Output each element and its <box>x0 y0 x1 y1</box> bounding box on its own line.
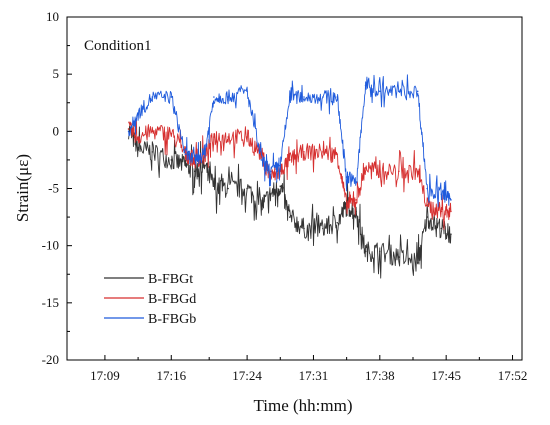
data-point <box>398 256 400 258</box>
data-point <box>379 250 381 253</box>
data-point <box>379 170 381 173</box>
data-point <box>398 90 400 93</box>
data-point <box>450 199 452 201</box>
data-point <box>137 147 139 150</box>
data-point <box>416 90 419 93</box>
x-tick-label: 17:45 <box>431 368 461 383</box>
data-point <box>303 227 305 230</box>
data-point <box>260 204 263 207</box>
data-point <box>303 96 305 98</box>
data-point <box>345 204 348 207</box>
data-point <box>151 130 154 133</box>
data-point <box>336 153 339 155</box>
data-point <box>322 151 324 153</box>
data-point <box>440 193 443 195</box>
x-axis: 17:09 17:16 17:24 17:31 17:38 17:45 17:52 <box>90 355 527 383</box>
data-point <box>194 159 196 161</box>
data-point <box>336 96 339 98</box>
data-point <box>151 151 154 153</box>
legend-label: B-FBGb <box>148 312 196 327</box>
data-point <box>137 113 139 115</box>
data-point <box>379 90 381 93</box>
data-point <box>203 153 206 155</box>
data-point <box>426 187 429 190</box>
chart-annotation: Condition1 <box>84 38 152 54</box>
data-point <box>440 227 443 230</box>
data-point <box>246 136 248 138</box>
data-point <box>355 199 357 201</box>
data-point <box>151 96 154 98</box>
data-point <box>322 96 324 98</box>
data-point <box>227 136 229 138</box>
data-point <box>279 185 282 187</box>
y-axis-title: Strain(με) <box>13 154 32 222</box>
series-line-b-fbgt <box>128 125 452 279</box>
data-point <box>364 167 367 169</box>
data-point <box>364 84 367 87</box>
data-point <box>440 210 443 213</box>
x-tick-label: 17:09 <box>90 368 120 383</box>
data-point <box>127 130 130 133</box>
y-tick-label: 5 <box>53 66 60 81</box>
data-point <box>398 170 400 173</box>
data-point <box>289 159 291 161</box>
data-point <box>246 187 248 190</box>
data-point <box>227 187 229 190</box>
data-point <box>289 96 291 98</box>
x-tick-label: 17:52 <box>498 368 528 383</box>
data-point <box>203 164 206 167</box>
plot-frame <box>66 16 523 361</box>
data-point <box>303 151 305 153</box>
data-point <box>416 170 419 173</box>
legend-label: B-FBGd <box>148 292 196 307</box>
x-axis-title: Time (hh:mm) <box>253 396 352 415</box>
y-axis: 10 5 0 -5 -10 -15 -20 <box>42 9 72 367</box>
data-point <box>246 90 248 93</box>
data-point <box>364 250 367 253</box>
legend: B-FBGt B-FBGd B-FBGb <box>104 272 196 327</box>
data-point <box>170 96 173 98</box>
data-point <box>127 128 130 130</box>
data-point <box>345 176 348 178</box>
data-point <box>336 222 339 224</box>
legend-label: B-FBGt <box>148 272 193 287</box>
data-point <box>184 153 187 155</box>
data-point <box>184 164 187 167</box>
data-point <box>279 164 282 167</box>
data-point <box>213 185 215 187</box>
data-point <box>170 159 173 161</box>
y-tick-label: 0 <box>53 123 60 138</box>
data-point <box>194 170 196 173</box>
data-point <box>260 159 263 161</box>
data-point <box>137 136 139 138</box>
series-line-b-fbgb <box>128 74 452 208</box>
x-tick-label: 17:16 <box>156 368 186 383</box>
y-tick-label: -5 <box>48 181 59 196</box>
plot-area <box>66 16 523 361</box>
x-tick-label: 17:31 <box>299 368 329 383</box>
data-point <box>213 96 215 98</box>
y-tick-label: -20 <box>42 352 59 367</box>
data-point <box>270 193 272 195</box>
data-point <box>426 204 429 207</box>
y-tick-label: 10 <box>46 9 59 24</box>
data-point <box>416 262 419 264</box>
data-point <box>227 96 229 98</box>
data-point <box>426 216 429 218</box>
data-point <box>450 210 452 213</box>
y-tick-label: -10 <box>42 238 59 253</box>
data-point <box>213 136 215 138</box>
data-point <box>289 216 291 218</box>
data-point <box>322 227 324 230</box>
data-point <box>355 182 357 184</box>
data-point <box>270 170 272 173</box>
data-point <box>450 233 452 235</box>
data-point <box>170 132 173 135</box>
x-tick-label: 17:38 <box>365 368 395 383</box>
x-tick-label: 17:24 <box>232 368 262 383</box>
y-tick-label: -15 <box>42 295 59 310</box>
